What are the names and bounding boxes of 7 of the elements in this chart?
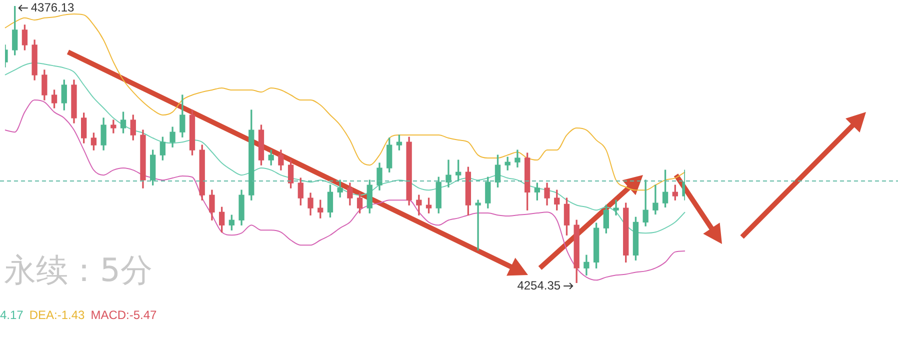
candlestick xyxy=(613,200,619,216)
annotation: 4376.13 xyxy=(30,0,75,14)
text: 4.17 xyxy=(0,308,24,322)
candlestick xyxy=(475,200,481,250)
text: DEA:-1.43 xyxy=(29,308,86,322)
text: MACD:-5.47 xyxy=(90,308,158,322)
annotation: 4254.35 xyxy=(517,278,561,292)
